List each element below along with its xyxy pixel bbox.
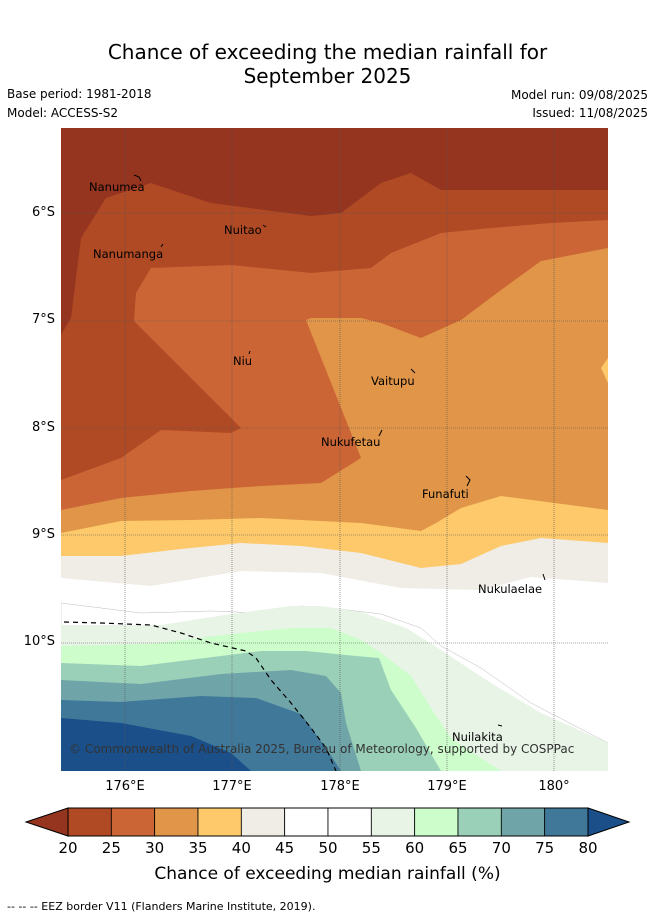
colorbar-tick-60: 60 [405,839,425,857]
base-period: Base period: 1981-2018 [7,87,152,101]
lat-label-10s: 10°S [23,634,55,649]
colorbar-segment-40-45 [240,807,286,837]
nanumanga-island [160,243,164,248]
copyright-notice: © Commonwealth of Australia 2025, Bureau… [69,742,575,756]
niu-island [248,350,251,355]
lon-label-180: 180° [538,779,570,794]
place-niu: Niu [233,354,253,368]
colorbar-segment-20-25 [67,807,112,837]
colorbar-tick-40: 40 [231,839,251,857]
colorbar-segment-25-30 [110,807,156,837]
lon-label-176e: 176°E [105,779,145,794]
lat-label-6s: 6°S [31,205,55,220]
place-nukulaelae: Nukulaelae [478,582,543,596]
colorbar-extend-low [24,807,69,837]
funafuti-island [465,475,471,487]
rainfall-map[interactable]: Nanumea Nuitao Nanumanga Niu Vaitupu Nuk… [61,128,608,771]
place-nanumea: Nanumea [89,180,145,194]
nuitao-island [262,224,267,228]
colorbar-segment-35-40 [197,807,242,837]
lon-label-177e: 177°E [212,779,252,794]
lat-label-8s: 8°S [31,420,55,435]
colorbar-tick-45: 45 [275,839,295,857]
colorbar-segment-65-70 [457,807,502,837]
place-vaitupu: Vaitupu [371,374,415,388]
colorbar-segment-60-65 [414,807,459,837]
colorbar-tick-75: 75 [535,839,555,857]
colorbar-label: Chance of exceeding median rainfall (%) [154,864,501,884]
nanumea-island [133,174,142,182]
band-above-80 [61,718,251,771]
map-canvas [61,128,608,771]
colorbar-tick-70: 70 [491,839,511,857]
colorbar-segment-30-35 [154,807,199,837]
colorbar-segments [24,807,631,837]
band-40-patch [601,358,608,383]
map-title: Chance of exceeding the median rainfall … [0,40,655,88]
title-line-2: September 2025 [243,64,412,88]
colorbar-tick-50: 50 [318,839,338,857]
colorbar-tick-25: 25 [101,839,121,857]
colorbar-segment-70-75 [500,807,546,837]
issued-date: Issued: 11/08/2025 [532,106,648,120]
eez-note: -- -- -- EEZ border V11 (Flanders Marine… [7,900,316,913]
colorbar-extend-high [587,807,631,837]
colorbar-segment-55-60 [370,807,416,837]
colorbar-tick-65: 65 [448,839,468,857]
lon-label-178e: 178°E [320,779,360,794]
colorbar-tick-35: 35 [188,839,208,857]
model-name: Model: ACCESS-S2 [7,106,119,120]
colorbar [24,807,631,837]
colorbar-tick-55: 55 [361,839,381,857]
nukulaelae-island [542,573,546,581]
nuilakita-island [497,724,503,727]
place-funafuti: Funafuti [422,487,469,501]
lon-label-179e: 179°E [427,779,467,794]
colorbar-frame [67,807,589,837]
vaitupu-island [410,368,416,374]
colorbar-segment-45-50 [284,807,329,837]
place-nuilakita: Nuilakita [452,730,503,744]
model-run: Model run: 09/08/2025 [510,88,648,102]
nukufetau-island [378,429,383,437]
lat-label-7s: 7°S [31,312,55,327]
colorbar-segment-75-80 [544,807,589,837]
lat-label-9s: 9°S [31,527,55,542]
colorbar-tick-30: 30 [145,839,165,857]
colorbar-tick-20: 20 [58,839,78,857]
colorbar-tick-80: 80 [578,839,598,857]
colorbar-segment-50-55 [327,807,372,837]
title-line-1: Chance of exceeding the median rainfall … [107,40,548,64]
place-nukufetau: Nukufetau [321,435,381,449]
place-nanumanga: Nanumanga [93,247,164,261]
place-nuitao: Nuitao [224,223,262,237]
eez-border [63,621,337,771]
island-outlines [133,174,546,727]
